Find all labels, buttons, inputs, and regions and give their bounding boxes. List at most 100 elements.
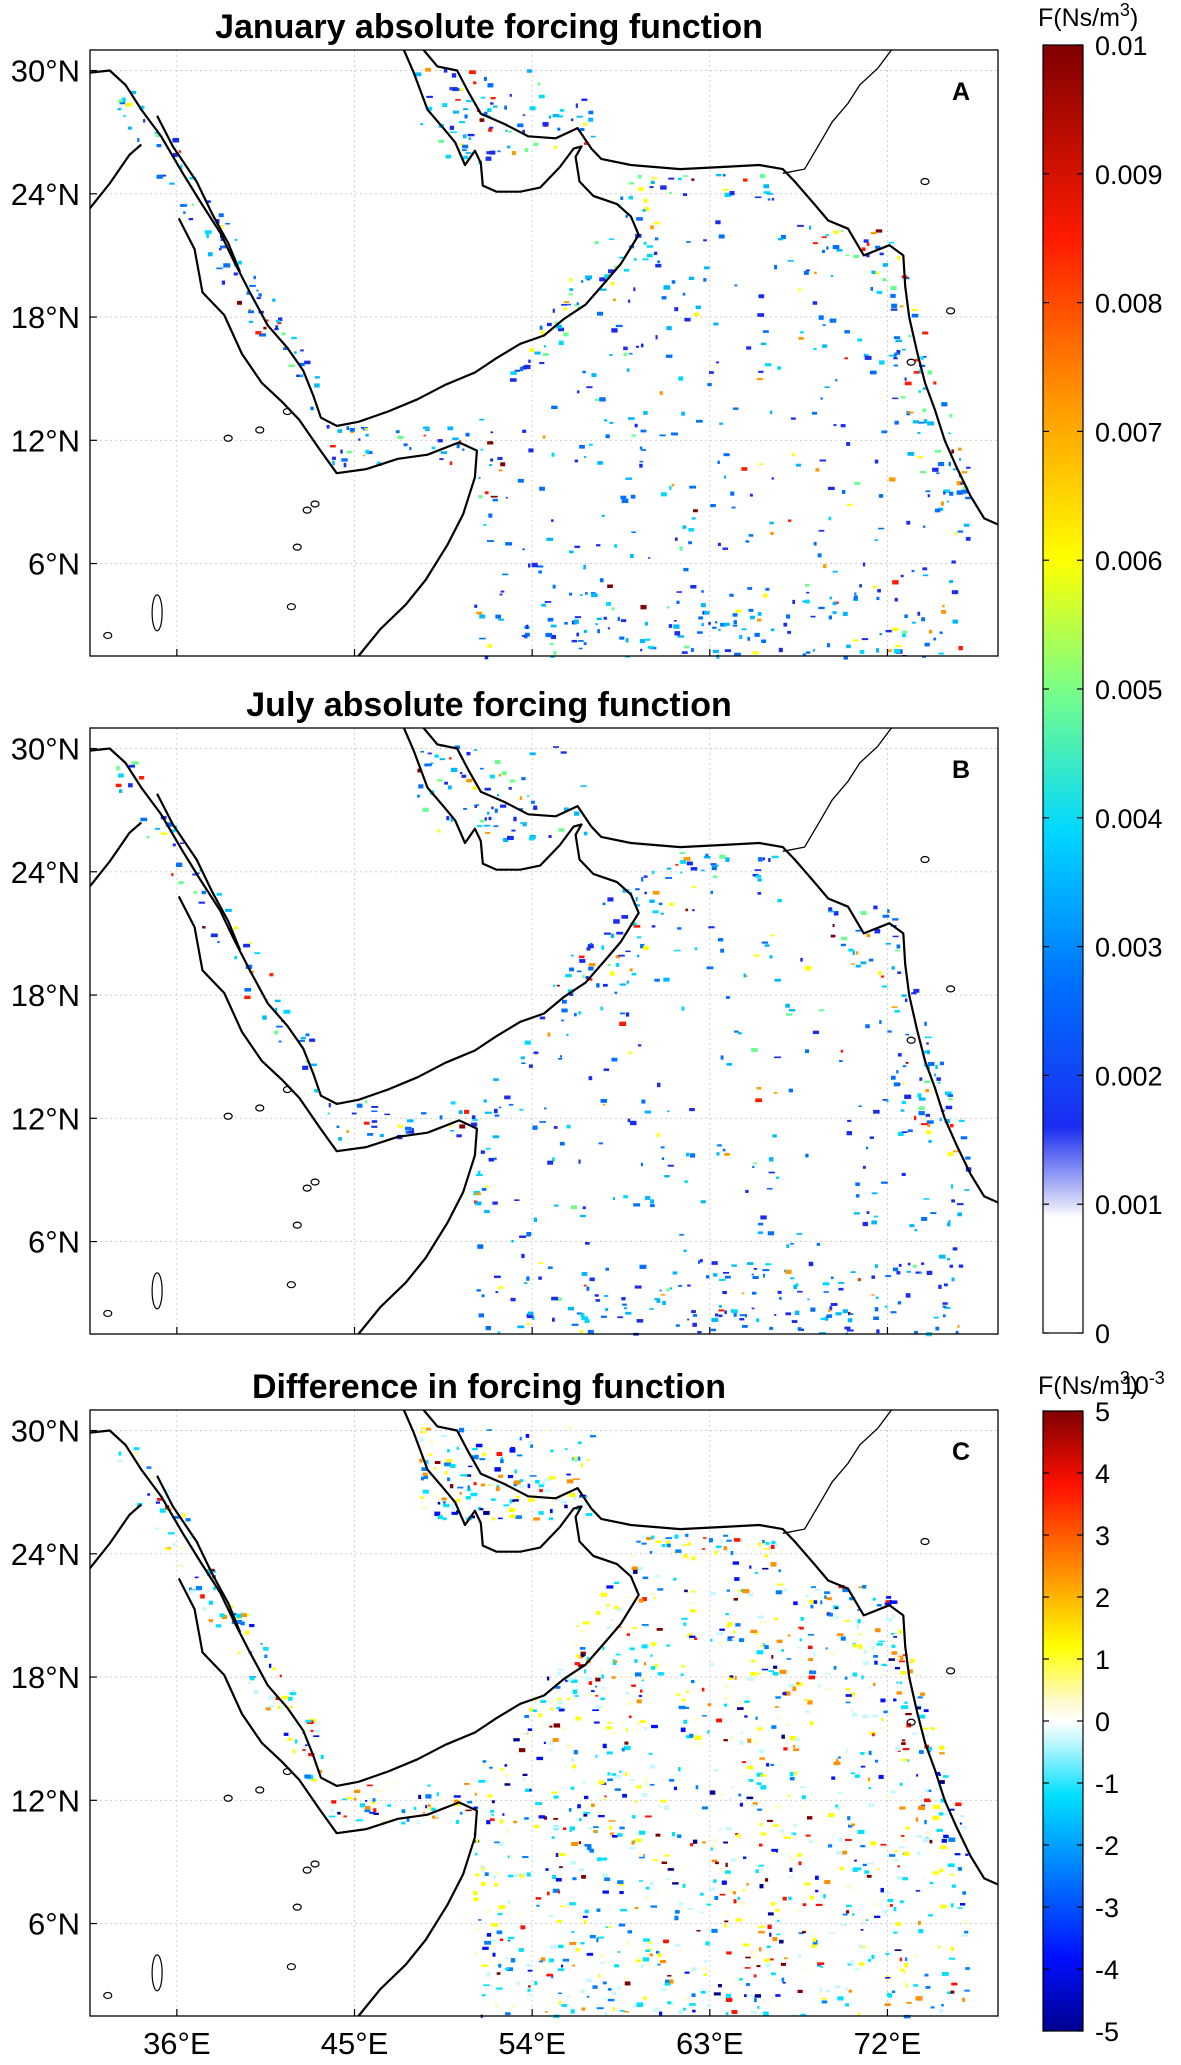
forcing-speckle bbox=[255, 331, 262, 335]
forcing-speckle bbox=[456, 1134, 462, 1138]
forcing-speckle bbox=[888, 354, 896, 357]
forcing-speckle bbox=[604, 1795, 607, 1798]
forcing-speckle bbox=[860, 910, 867, 916]
forcing-speckle bbox=[642, 1576, 649, 1580]
forcing-speckle bbox=[629, 1120, 637, 1126]
forcing-speckle bbox=[897, 1131, 904, 1136]
forcing-speckle bbox=[633, 1203, 641, 1207]
forcing-speckle bbox=[649, 1550, 653, 1554]
forcing-speckle bbox=[948, 432, 951, 435]
forcing-speckle bbox=[681, 1006, 685, 1011]
forcing-speckle bbox=[595, 1685, 598, 1688]
forcing-speckle bbox=[634, 1800, 638, 1803]
forcing-speckle bbox=[513, 1738, 520, 1742]
forcing-speckle bbox=[705, 1275, 710, 1279]
island bbox=[282, 407, 292, 416]
forcing-speckle bbox=[365, 1805, 371, 1810]
forcing-speckle bbox=[739, 1901, 746, 1906]
forcing-speckle bbox=[871, 1275, 876, 1279]
forcing-speckle bbox=[779, 1939, 784, 1944]
river bbox=[782, 49, 892, 174]
forcing-speckle bbox=[172, 137, 180, 143]
forcing-speckle bbox=[634, 1906, 639, 1910]
lat-tick-label: 24°N bbox=[11, 855, 80, 890]
forcing-speckle bbox=[304, 1774, 311, 1779]
forcing-speckle bbox=[642, 258, 649, 261]
forcing-speckle bbox=[628, 182, 635, 185]
forcing-speckle bbox=[630, 923, 636, 926]
forcing-speckle bbox=[884, 1602, 892, 1606]
forcing-speckle bbox=[692, 2009, 696, 2013]
forcing-speckle bbox=[691, 1680, 695, 1684]
forcing-speckle bbox=[557, 1700, 564, 1705]
forcing-speckle bbox=[253, 275, 256, 280]
forcing-speckle bbox=[764, 1645, 769, 1650]
forcing-speckle bbox=[685, 1735, 693, 1739]
forcing-speckle bbox=[331, 456, 336, 460]
forcing-speckle bbox=[759, 1774, 767, 1777]
forcing-speckle bbox=[845, 1884, 851, 1888]
forcing-speckle bbox=[922, 1877, 926, 1880]
forcing-speckle bbox=[635, 888, 640, 891]
forcing-speckle bbox=[792, 1836, 798, 1840]
forcing-speckle bbox=[893, 1931, 898, 1934]
forcing-speckle bbox=[575, 1716, 581, 1721]
forcing-speckle bbox=[314, 383, 320, 388]
forcing-speckle bbox=[659, 2011, 663, 2016]
forcing-speckle bbox=[818, 606, 825, 610]
forcing-speckle bbox=[557, 1698, 562, 1701]
forcing-speckle bbox=[468, 137, 472, 141]
forcing-speckle bbox=[539, 1960, 543, 1963]
forcing-speckle bbox=[591, 373, 597, 378]
forcing-speckle bbox=[570, 2009, 575, 2014]
forcing-speckle bbox=[128, 783, 133, 788]
forcing-speckle bbox=[810, 1307, 816, 1312]
forcing-speckle bbox=[458, 1110, 463, 1114]
forcing-speckle bbox=[588, 966, 594, 971]
forcing-speckle bbox=[543, 1741, 546, 1745]
forcing-speckle bbox=[574, 811, 580, 816]
forcing-speckle bbox=[266, 319, 269, 322]
forcing-speckle bbox=[751, 1659, 756, 1663]
forcing-speckle bbox=[607, 584, 613, 588]
forcing-speckle bbox=[629, 1647, 635, 1651]
forcing-speckle bbox=[877, 1727, 883, 1730]
panel-letter: B bbox=[952, 756, 970, 784]
forcing-speckle bbox=[756, 618, 762, 622]
forcing-speckle bbox=[824, 386, 830, 388]
forcing-speckle bbox=[521, 1253, 525, 1259]
forcing-speckle bbox=[902, 348, 906, 351]
forcing-speckle bbox=[449, 461, 453, 466]
forcing-speckle bbox=[486, 1429, 493, 1431]
forcing-speckle bbox=[757, 2005, 760, 2009]
forcing-speckle bbox=[798, 1932, 804, 1935]
forcing-speckle bbox=[897, 1744, 900, 1748]
forcing-speckle bbox=[776, 1639, 783, 1644]
forcing-speckle bbox=[752, 1802, 758, 1806]
forcing-speckle bbox=[939, 1745, 945, 1750]
forcing-speckle bbox=[727, 1622, 733, 1627]
forcing-speckle bbox=[758, 1864, 764, 1867]
forcing-speckle bbox=[854, 481, 861, 485]
forcing-speckle bbox=[583, 456, 587, 458]
forcing-speckle bbox=[665, 354, 673, 358]
forcing-speckle bbox=[233, 1612, 237, 1616]
forcing-speckle bbox=[657, 1672, 664, 1676]
forcing-speckle bbox=[449, 87, 452, 91]
forcing-speckle bbox=[862, 1863, 867, 1867]
forcing-speckle bbox=[683, 1543, 687, 1547]
forcing-speckle bbox=[772, 1134, 777, 1138]
forcing-speckle bbox=[583, 629, 588, 633]
forcing-speckle bbox=[514, 1515, 522, 1519]
forcing-speckle bbox=[819, 1009, 825, 1012]
forcing-speckle bbox=[442, 1501, 446, 1504]
forcing-speckle bbox=[562, 1958, 570, 1962]
forcing-speckle bbox=[624, 1741, 629, 1745]
forcing-speckle bbox=[785, 1003, 790, 1008]
forcing-speckle bbox=[806, 269, 810, 272]
forcing-speckle bbox=[745, 1956, 751, 1959]
forcing-speckle bbox=[502, 1813, 505, 1816]
forcing-speckle bbox=[570, 1860, 576, 1865]
forcing-speckle bbox=[534, 351, 541, 355]
forcing-speckle bbox=[611, 1991, 617, 1995]
